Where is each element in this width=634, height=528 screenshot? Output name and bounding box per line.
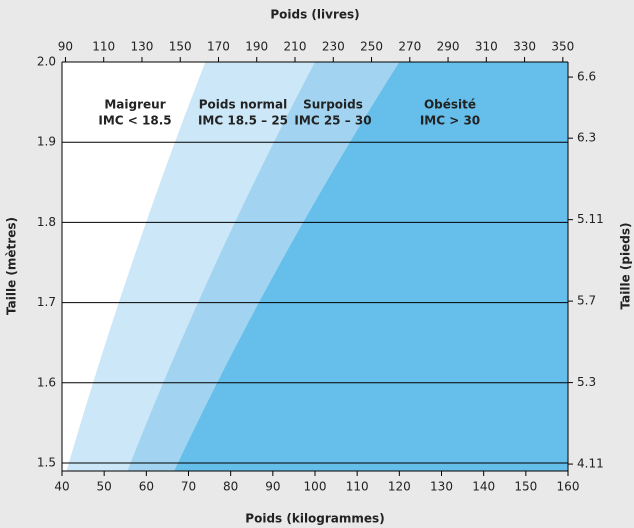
x2-tick-label: 130 <box>131 40 154 54</box>
x2-tick-label: 190 <box>245 40 268 54</box>
x-tick-label: 150 <box>514 480 537 494</box>
x2-tick-label: 330 <box>513 40 536 54</box>
y2-tick-label: 6.6 <box>577 70 596 84</box>
x-tick-label: 90 <box>265 480 280 494</box>
x-tick-label: 160 <box>557 480 580 494</box>
y-tick-label: 1.7 <box>37 295 56 309</box>
x-tick-label: 100 <box>304 480 327 494</box>
x2-tick-label: 150 <box>169 40 192 54</box>
y-tick-label: 2.0 <box>37 55 56 69</box>
y2-tick-label: 5.3 <box>577 375 596 389</box>
x-tick-label: 40 <box>54 480 69 494</box>
x2-tick-label: 350 <box>551 40 574 54</box>
x2-tick-label: 250 <box>360 40 383 54</box>
x2-tick-label: 210 <box>284 40 307 54</box>
x-tick-label: 50 <box>97 480 112 494</box>
y-tick-label: 1.8 <box>37 215 56 229</box>
x2-tick-label: 310 <box>475 40 498 54</box>
y-tick-label: 1.6 <box>37 375 56 389</box>
x-tick-label: 80 <box>223 480 238 494</box>
top-axis-title: Poids (livres) <box>270 8 359 22</box>
x2-tick-label: 90 <box>58 40 73 54</box>
y-tick-label: 1.5 <box>37 455 56 469</box>
x2-tick-label: 270 <box>398 40 421 54</box>
x2-tick-label: 230 <box>322 40 345 54</box>
band-subtitle: IMC 25 – 30 <box>294 114 371 128</box>
x-tick-label: 140 <box>472 480 495 494</box>
y-tick-label: 1.9 <box>37 135 56 149</box>
band-subtitle: IMC 18.5 – 25 <box>198 114 288 128</box>
band-name: Surpoids <box>303 98 363 112</box>
band <box>62 62 206 471</box>
band-subtitle: IMC > 30 <box>420 114 480 128</box>
x2-tick-label: 110 <box>92 40 115 54</box>
y2-tick-label: 5.7 <box>577 294 596 308</box>
plot-area <box>62 62 568 471</box>
band-name: Obésité <box>424 98 476 112</box>
x2-tick-label: 170 <box>207 40 230 54</box>
x-tick-label: 110 <box>346 480 369 494</box>
x2-tick-label: 290 <box>437 40 460 54</box>
y2-tick-label: 4.11 <box>577 457 604 471</box>
band-name: Poids normal <box>199 98 287 112</box>
x-tick-label: 70 <box>181 480 196 494</box>
x-tick-label: 60 <box>139 480 154 494</box>
y2-axis-title: Taille (pieds) <box>619 223 633 310</box>
y-axis-title: Taille (mètres) <box>5 217 19 315</box>
y2-tick-label: 5.11 <box>577 212 604 226</box>
x-tick-label: 120 <box>388 480 411 494</box>
band-subtitle: IMC < 18.5 <box>98 114 171 128</box>
x-axis-title: Poids (kilogrammes) <box>245 512 384 526</box>
band-name: Maigreur <box>104 98 165 112</box>
y2-tick-label: 6.3 <box>577 131 596 145</box>
x-tick-label: 130 <box>430 480 453 494</box>
